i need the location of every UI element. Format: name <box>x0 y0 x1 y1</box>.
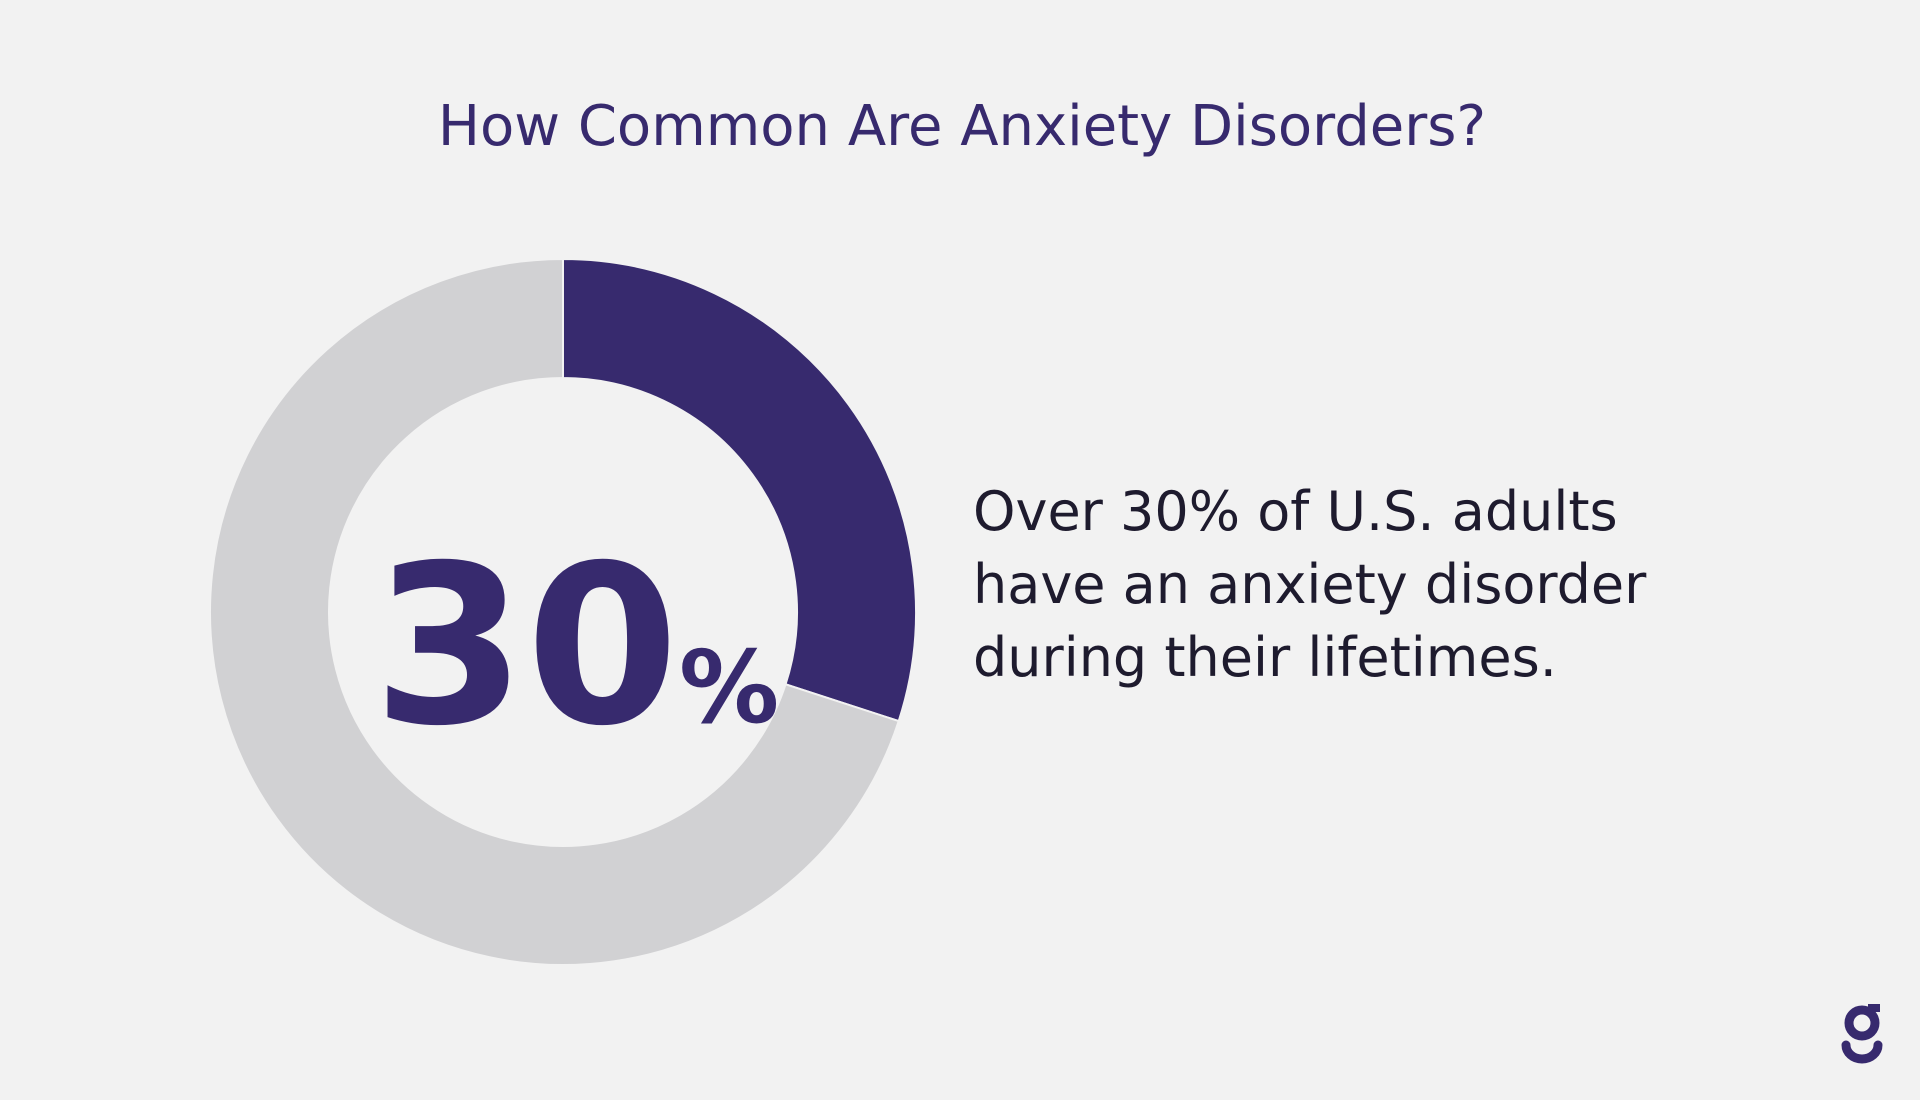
slice <box>209 257 900 966</box>
annotation-line: Over 30% of U.S. adults <box>973 480 1618 543</box>
logo <box>1841 1004 1883 1064</box>
annotation-line: have an anxiety disorder <box>973 553 1647 616</box>
annotation-line: during their lifetimes. <box>973 626 1557 689</box>
logo-ear <box>1868 1004 1880 1012</box>
chart-title: How Common Are Anxiety Disorders? <box>438 94 1486 159</box>
logo-ring <box>1844 1005 1880 1041</box>
donut <box>209 257 917 966</box>
slice <box>562 257 917 723</box>
center-label: 30% <box>373 518 779 774</box>
annotation: Over 30% of U.S. adults have an anxiety d… <box>973 480 1647 689</box>
logo-tail <box>1841 1040 1883 1064</box>
